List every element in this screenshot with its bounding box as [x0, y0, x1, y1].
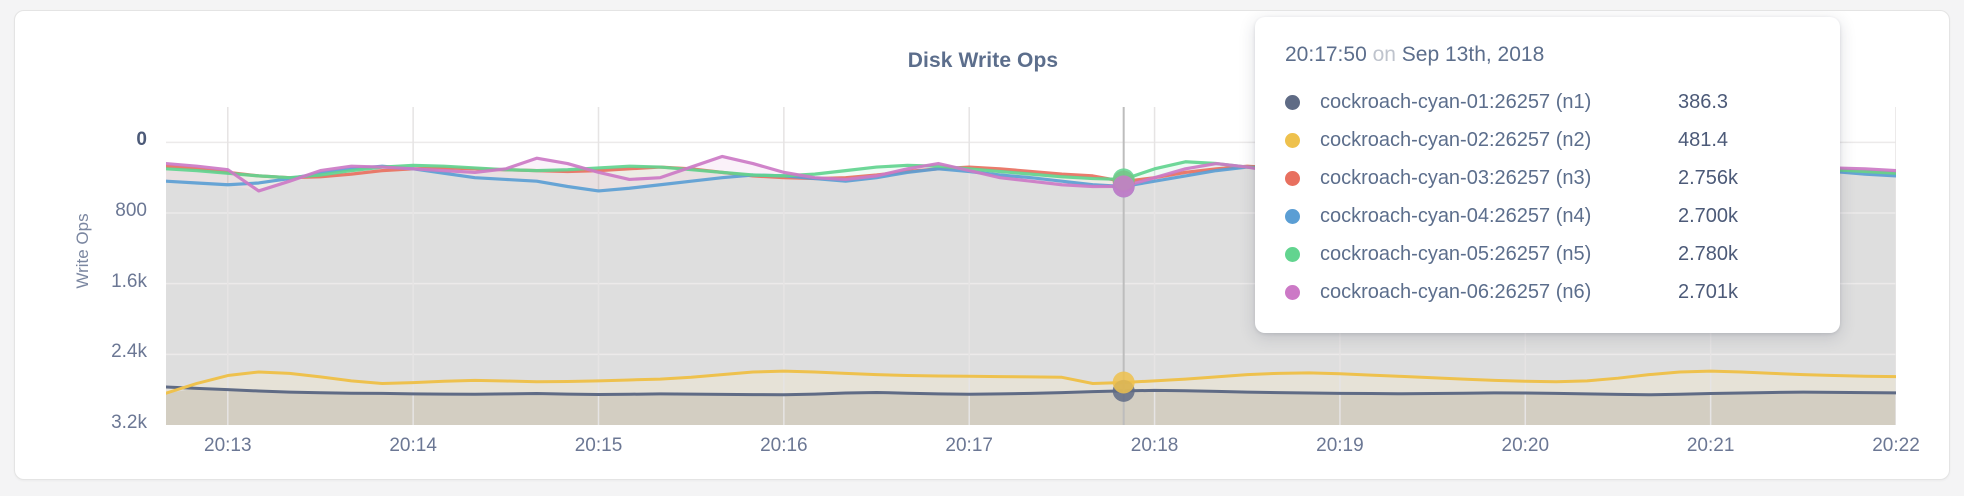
tooltip-series-value: 2.700k — [1678, 204, 1739, 227]
x-axis-tick: 20:14 — [389, 435, 437, 456]
tooltip-series-name: cockroach-cyan-06:26257 (n6) — [1320, 280, 1592, 303]
x-axis-tick: 20:22 — [1872, 435, 1920, 456]
y-axis-tick: 3.2k — [111, 412, 147, 433]
series-line-n1[interactable] — [166, 385, 1896, 397]
y-axis-tick: 800 — [115, 200, 147, 221]
tooltip-on-word: on — [1372, 43, 1396, 66]
tooltip-row: cockroach-cyan-04:26257 (n4) 2.700k — [1285, 197, 1810, 235]
hover-tooltip: 20:17:50 on Sep 13th, 2018 cockroach-cya… — [1255, 17, 1840, 333]
hover-marker-n6 — [1112, 175, 1135, 198]
tooltip-row: cockroach-cyan-01:26257 (n1) 386.3 — [1285, 83, 1810, 121]
tooltip-series-value: 481.4 — [1678, 128, 1729, 151]
x-axis-tick: 20:21 — [1686, 435, 1735, 456]
tooltip-series-value: 386.3 — [1678, 90, 1729, 113]
series-dot-n2-icon — [1285, 132, 1300, 148]
series-dot-n5-icon — [1285, 246, 1300, 262]
hover-marker-n2 — [1112, 371, 1135, 394]
tooltip-series-value: 2.701k — [1678, 280, 1739, 303]
tooltip-date: Sep 13th, 2018 — [1401, 43, 1545, 66]
page-title: Disk Write Ops — [907, 49, 1059, 72]
x-axis-tick: 20:15 — [574, 435, 623, 456]
series-dot-n6-icon — [1285, 284, 1300, 300]
tooltip-series-list: cockroach-cyan-01:26257 (n1) 386.3 cockroa… — [1285, 83, 1810, 311]
tooltip-series-name: cockroach-cyan-02:26257 (n2) — [1320, 128, 1592, 151]
x-axis-tick: 20:18 — [1130, 435, 1179, 456]
tooltip-series-name: cockroach-cyan-05:26257 (n5) — [1320, 242, 1592, 265]
tooltip-timestamp: 20:17:50 on Sep 13th, 2018 — [1285, 43, 1810, 67]
tooltip-row: cockroach-cyan-05:26257 (n5) 2.780k — [1285, 235, 1810, 273]
y-axis-tick: 0 — [136, 129, 147, 151]
y-axis-tick: 2.4k — [111, 341, 147, 363]
tooltip-series-name: cockroach-cyan-04:26257 (n4) — [1320, 204, 1592, 227]
tooltip-time: 20:17:50 — [1285, 43, 1367, 66]
series-dot-n1-icon — [1285, 94, 1300, 110]
tooltip-series-value: 2.756k — [1678, 166, 1739, 189]
tooltip-row: cockroach-cyan-03:26257 (n3) 2.756k — [1285, 159, 1810, 197]
x-axis-tick: 20:13 — [204, 435, 252, 456]
series-area-6 — [166, 156, 1896, 191]
series-line-n2[interactable] — [166, 369, 1896, 395]
disk-write-ops-chart-card: Disk Write Ops Write Ops 0 800 1.6k 2.4k 3.2… — [14, 10, 1950, 480]
tooltip-series-value: 2.780k — [1678, 242, 1739, 265]
tooltip-row: cockroach-cyan-06:26257 (n6) 2.701k — [1285, 273, 1810, 311]
series-dot-n3-icon — [1285, 170, 1300, 186]
tooltip-row: cockroach-cyan-02:26257 (n2) 481.4 — [1285, 121, 1810, 159]
x-axis-tick: 20:20 — [1501, 435, 1550, 456]
tooltip-series-name: cockroach-cyan-01:26257 (n1) — [1320, 90, 1592, 113]
x-axis-tick: 20:19 — [1316, 435, 1364, 456]
y-axis-label: Write Ops — [73, 213, 92, 289]
x-axis-tick: 20:16 — [760, 435, 808, 456]
x-axis-tick: 20:17 — [945, 435, 993, 456]
series-dot-n4-icon — [1285, 208, 1300, 224]
y-axis-tick: 1.6k — [111, 270, 147, 292]
tooltip-series-name: cockroach-cyan-03:26257 (n3) — [1320, 166, 1592, 189]
